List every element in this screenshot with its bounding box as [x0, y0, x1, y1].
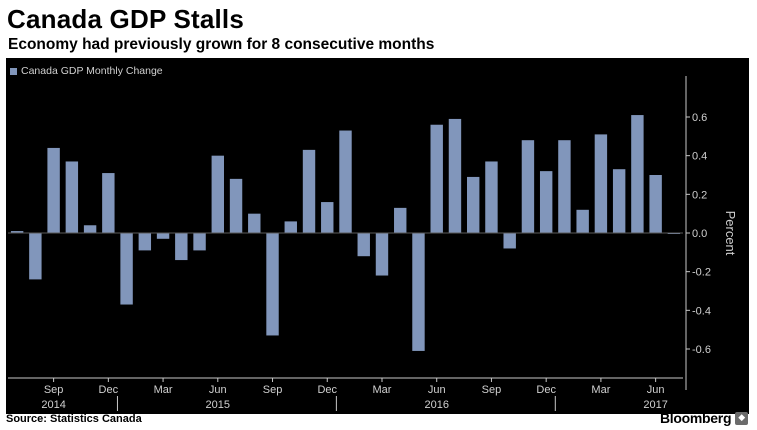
bar-aug-2014 — [29, 233, 42, 280]
y-tick-label: 0.0 — [692, 228, 707, 240]
bar-jan-2015 — [120, 233, 133, 305]
bar-mar-2016 — [375, 233, 389, 276]
x-tick-label: Dec — [317, 384, 337, 396]
brand-logo: Bloomberg ◆ — [660, 410, 749, 426]
y-tick-label: 0.4 — [692, 151, 707, 163]
bar-aug-2015 — [248, 213, 261, 233]
bar-dec-2015 — [321, 202, 334, 233]
bar-sep-2015 — [266, 233, 279, 336]
bar-sep-2016 — [485, 161, 498, 233]
legend-swatch — [10, 67, 17, 75]
bar-nov-2015 — [302, 149, 316, 233]
x-tick-label: Jun — [428, 384, 446, 396]
x-tick-label: Dec — [536, 384, 556, 396]
x-tick-label: Dec — [99, 384, 119, 396]
x-year-label: 2016 — [424, 399, 448, 411]
bar-feb-2015 — [138, 233, 152, 251]
bar-chart: 0.6 0.4 0.2 0.0 -0.2 -0.4 -0.6 Percent Sep Dec Mar… — [8, 76, 738, 411]
bloomberg-logo-icon: ◆ — [735, 411, 749, 425]
bar-jul-2016 — [448, 118, 462, 233]
x-tick-label: Sep — [263, 384, 283, 396]
x-tick-label: Jun — [209, 384, 227, 396]
bar-nov-2016 — [521, 140, 535, 233]
chart-subtitle: Economy had previously grown for 8 conse… — [8, 36, 435, 53]
bar-may-2017 — [631, 115, 644, 233]
legend-label: Canada GDP Monthly Change — [21, 65, 163, 77]
bar-apr-2016 — [394, 207, 407, 233]
bar-apr-2017 — [612, 169, 626, 233]
bar-jun-2016 — [430, 124, 443, 233]
bar-oct-2014 — [65, 161, 79, 233]
bar-jul-2014 — [10, 231, 24, 233]
bar-jan-2016 — [339, 130, 352, 233]
bar-apr-2015 — [175, 233, 188, 261]
bar-feb-2016 — [357, 233, 370, 257]
bar-oct-2016 — [503, 233, 516, 249]
x-tick-label: Mar — [373, 384, 392, 396]
bar-aug-2016 — [467, 176, 480, 233]
x-tick-label: Sep — [482, 384, 502, 396]
x-tick-label: Mar — [154, 384, 173, 396]
bar-jun-2017 — [649, 175, 662, 233]
source-note: Source: Statistics Canada — [6, 413, 142, 425]
bar-mar-2017 — [594, 134, 608, 233]
bar-nov-2014 — [83, 225, 97, 233]
y-tick-label: -0.4 — [692, 305, 711, 317]
bar-dec-2016 — [539, 171, 553, 233]
bar-feb-2017 — [576, 209, 589, 233]
bar-may-2016 — [412, 233, 425, 351]
chart-title: Canada GDP Stalls — [7, 4, 245, 34]
x-tick-label: Mar — [591, 384, 610, 396]
bar-jun-2015 — [211, 155, 224, 233]
y-tick-label: 0.2 — [692, 189, 707, 201]
bar-mar-2015 — [156, 233, 170, 239]
bar-dec-2014 — [102, 173, 115, 233]
x-tick-label: Sep — [44, 384, 64, 396]
y-tick-label: -0.6 — [692, 344, 711, 356]
chart-legend: Canada GDP Monthly Change — [10, 65, 163, 77]
plot-panel: 0.6 0.4 0.2 0.0 -0.2 -0.4 -0.6 Percent Sep Dec Mar… — [6, 58, 749, 414]
bar-jan-2017 — [558, 140, 571, 233]
bar-may-2015 — [193, 233, 206, 251]
x-year-label: 2014 — [41, 399, 65, 411]
y-axis-label: Percent — [723, 211, 738, 256]
brand-name: Bloomberg — [660, 410, 732, 426]
y-tick-label: -0.2 — [692, 267, 711, 279]
x-tick-label: Jun — [647, 384, 665, 396]
bar-jul-2015 — [229, 178, 243, 233]
x-year-label: 2017 — [643, 399, 667, 411]
bar-oct-2015 — [284, 221, 297, 233]
y-tick-label: 0.6 — [692, 112, 707, 124]
bar-sep-2014 — [47, 147, 60, 233]
x-year-label: 2015 — [206, 399, 230, 411]
